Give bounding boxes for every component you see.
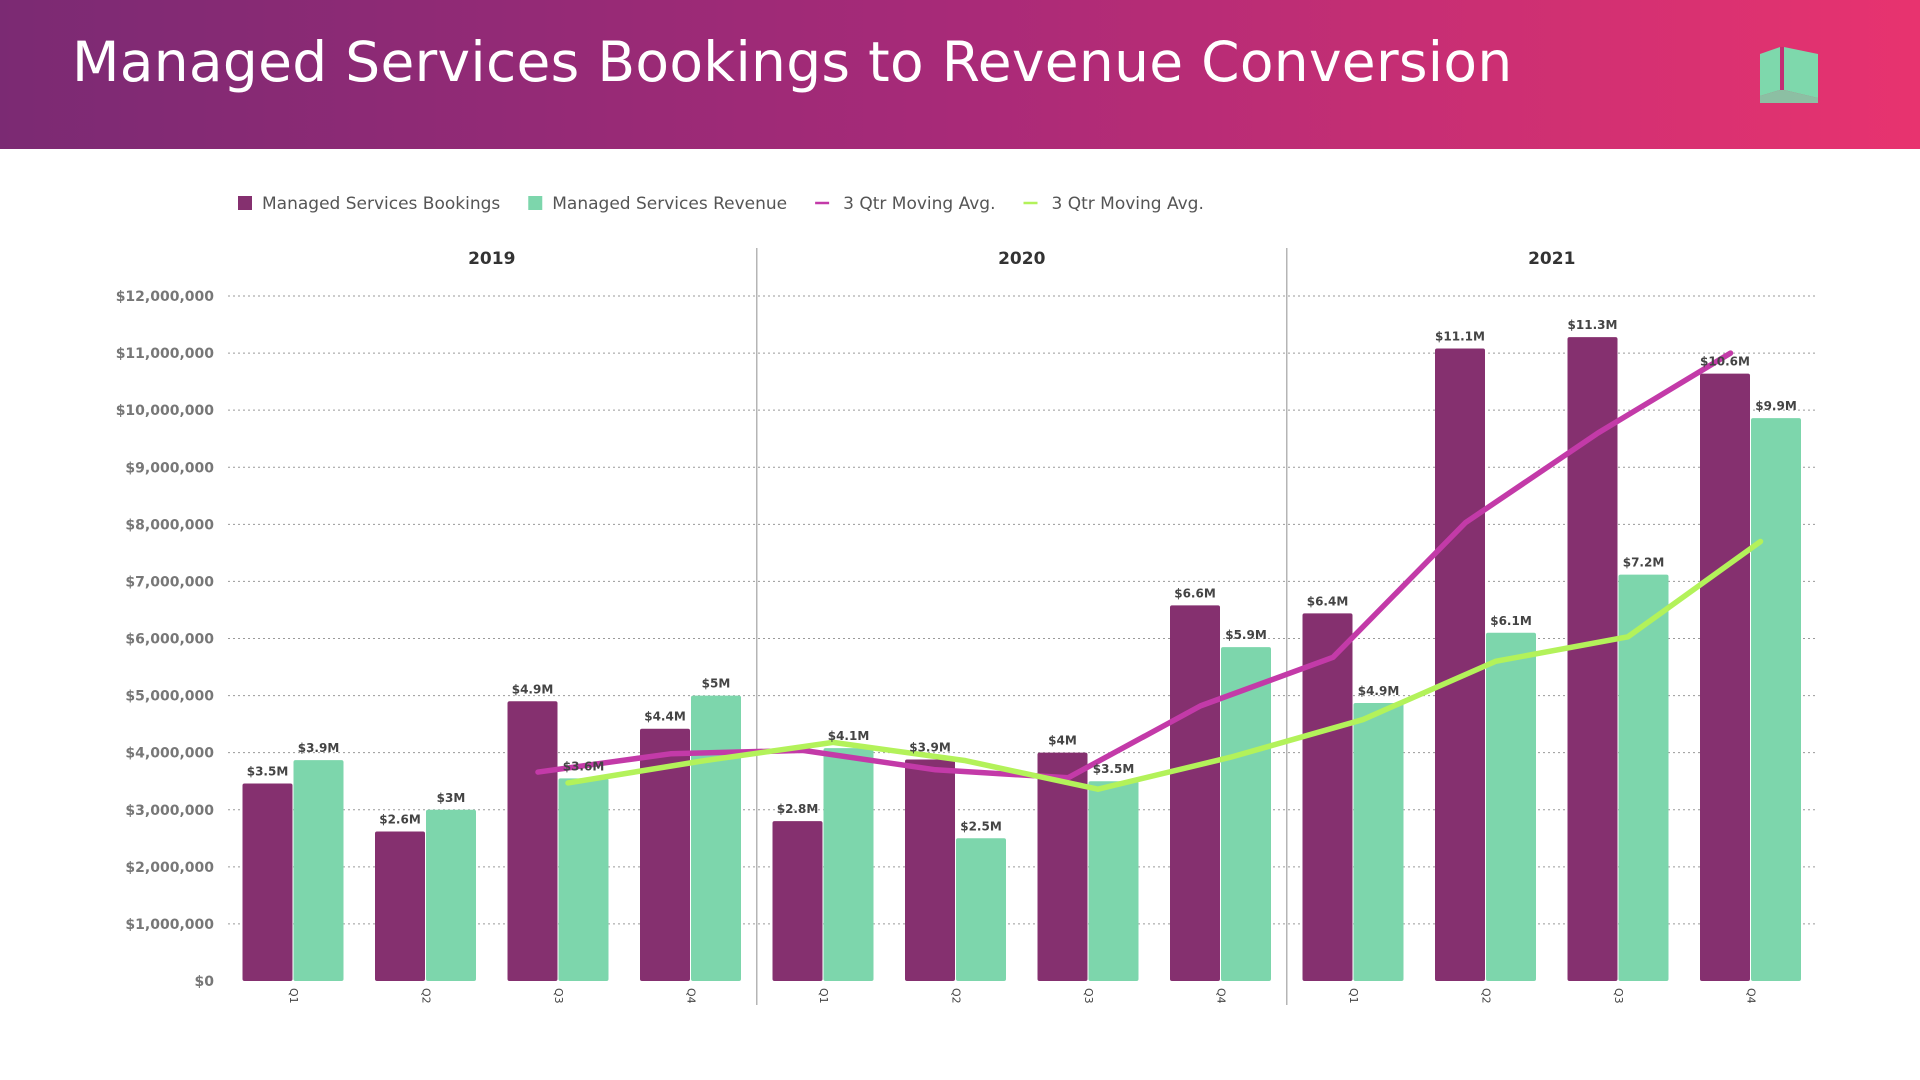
bookings-bar — [375, 831, 425, 981]
bookings-data-label: $10.6M — [1700, 355, 1750, 369]
revenue-bar — [558, 778, 609, 981]
revenue-bar — [426, 809, 476, 981]
revenue-bar — [956, 838, 1006, 981]
bookings-data-label: $4M — [1048, 734, 1077, 748]
bookings-bar — [1567, 337, 1618, 982]
x-tick-label: Q3 — [1612, 988, 1625, 1004]
bookings-data-label: $3.5M — [247, 764, 289, 778]
page-title: Managed Services Bookings to Revenue Con… — [72, 30, 1513, 94]
revenue-bar — [1221, 647, 1271, 981]
bookings-moving-avg-line — [535, 350, 1734, 781]
bookings-bar — [905, 759, 955, 981]
bookings-bar — [1435, 348, 1485, 981]
legend-swatch — [528, 196, 543, 210]
revenue-bar — [691, 695, 741, 981]
revenue-data-label: $7.2M — [1623, 556, 1665, 570]
header-banner: Managed Services Bookings to Revenue Con… — [0, 0, 1920, 149]
revenue-moving-avg-line — [565, 538, 1764, 792]
moving-average-lines — [535, 350, 1764, 792]
y-tick-label: $10,000,000 — [116, 403, 215, 419]
data-labels: $3.5M $2.6M $4.9M $4.4M $2.8M $3.9M $4M $6.6M $6… — [247, 318, 1797, 833]
y-tick-label: $8,000,000 — [125, 517, 214, 533]
bookings-bar — [1700, 373, 1750, 982]
revenue-data-label: $5M — [702, 677, 731, 691]
x-tick-label: Q1 — [1347, 988, 1360, 1004]
y-tick-label: $9,000,000 — [125, 460, 214, 476]
bookings-data-label: $2.8M — [777, 802, 819, 816]
year-label: 2020 — [998, 249, 1045, 269]
bookings-data-label: $2.6M — [379, 812, 421, 826]
revenue-data-label: $3.5M — [1093, 762, 1135, 776]
y-tick-label: $1,000,000 — [125, 917, 214, 933]
year-dividers — [756, 248, 1288, 1005]
bookings-bar — [1302, 613, 1353, 981]
revenue-data-label: $4.1M — [828, 729, 870, 743]
bookings-data-label: $3.9M — [909, 741, 951, 755]
revenue-data-label: $2.5M — [960, 819, 1002, 833]
y-axis: $0 $1,000,000 $2,000,000 $3,000,000 $4,000,0… — [116, 289, 215, 990]
y-tick-label: $3,000,000 — [125, 803, 214, 819]
x-tick-label: Q3 — [1082, 988, 1095, 1004]
y-tick-label: $0 — [195, 974, 215, 990]
bookings-bar — [640, 728, 690, 981]
revenue-bar — [1353, 703, 1404, 981]
x-tick-label: Q4 — [1215, 988, 1228, 1004]
x-tick-label: Q4 — [685, 988, 698, 1004]
revenue-data-label: $3.9M — [298, 741, 340, 755]
revenue-data-label: $3M — [437, 791, 466, 805]
x-tick-label: Q3 — [552, 988, 565, 1004]
bookings-data-label: $6.6M — [1174, 586, 1216, 600]
bookings-data-label: $11.1M — [1435, 330, 1485, 344]
book-logo-icon — [1760, 47, 1818, 103]
y-tick-label: $4,000,000 — [125, 746, 214, 762]
revenue-bar — [823, 748, 874, 981]
y-tick-label: $7,000,000 — [125, 574, 214, 590]
legend-label: 3 Qtr Moving Avg. — [843, 194, 995, 214]
legend-label: Managed Services Bookings — [262, 194, 500, 214]
bookings-data-label: $11.3M — [1568, 318, 1618, 332]
bookings-bar — [242, 783, 293, 981]
year-label: 2019 — [468, 249, 515, 269]
chart-legend: Managed Services Bookings Managed Service… — [238, 194, 1204, 214]
bookings-bar — [507, 701, 558, 981]
revenue-bar — [1486, 632, 1536, 981]
x-tick-label: Q2 — [1480, 988, 1493, 1004]
bookings-data-label: $6.4M — [1307, 594, 1349, 608]
bookings-bar — [1037, 752, 1088, 981]
legend-label: 3 Qtr Moving Avg. — [1052, 194, 1204, 214]
x-tick-label: Q1 — [817, 988, 830, 1004]
bookings-data-label: $4.9M — [512, 682, 554, 696]
revenue-data-label: $6.1M — [1490, 614, 1532, 628]
x-axis: Q1 Q2 Q3 Q4 Q1 Q2 Q3 Q4 Q1 Q2 Q3 Q4 — [287, 988, 1758, 1004]
revenue-bar — [293, 760, 344, 981]
x-tick-label: Q4 — [1745, 988, 1758, 1004]
revenue-bar — [1618, 574, 1669, 981]
bookings-bar — [772, 821, 823, 981]
y-tick-label: $12,000,000 — [116, 289, 215, 305]
year-label: 2021 — [1528, 249, 1575, 269]
y-tick-label: $11,000,000 — [116, 346, 215, 362]
bookings-data-label: $4.4M — [644, 710, 686, 724]
revenue-bar — [1088, 781, 1139, 981]
x-tick-label: Q1 — [287, 988, 300, 1004]
x-tick-label: Q2 — [950, 988, 963, 1004]
chart-gridlines — [228, 295, 1818, 925]
legend-label: Managed Services Revenue — [552, 194, 787, 214]
revenue-data-label: $5.9M — [1225, 628, 1267, 642]
bookings-bar — [1170, 605, 1220, 981]
revenue-data-label: $3.6M — [563, 759, 605, 773]
year-labels: 2019 2020 2021 — [468, 249, 1575, 269]
x-tick-label: Q2 — [420, 988, 433, 1004]
y-tick-label: $2,000,000 — [125, 860, 214, 876]
chart-bars — [242, 337, 1801, 982]
revenue-data-label: $4.9M — [1358, 684, 1400, 698]
revenue-data-label: $9.9M — [1755, 399, 1797, 413]
revenue-bar — [1751, 418, 1801, 981]
y-tick-label: $6,000,000 — [125, 632, 214, 648]
y-tick-label: $5,000,000 — [125, 689, 214, 705]
legend-swatch — [238, 196, 252, 210]
